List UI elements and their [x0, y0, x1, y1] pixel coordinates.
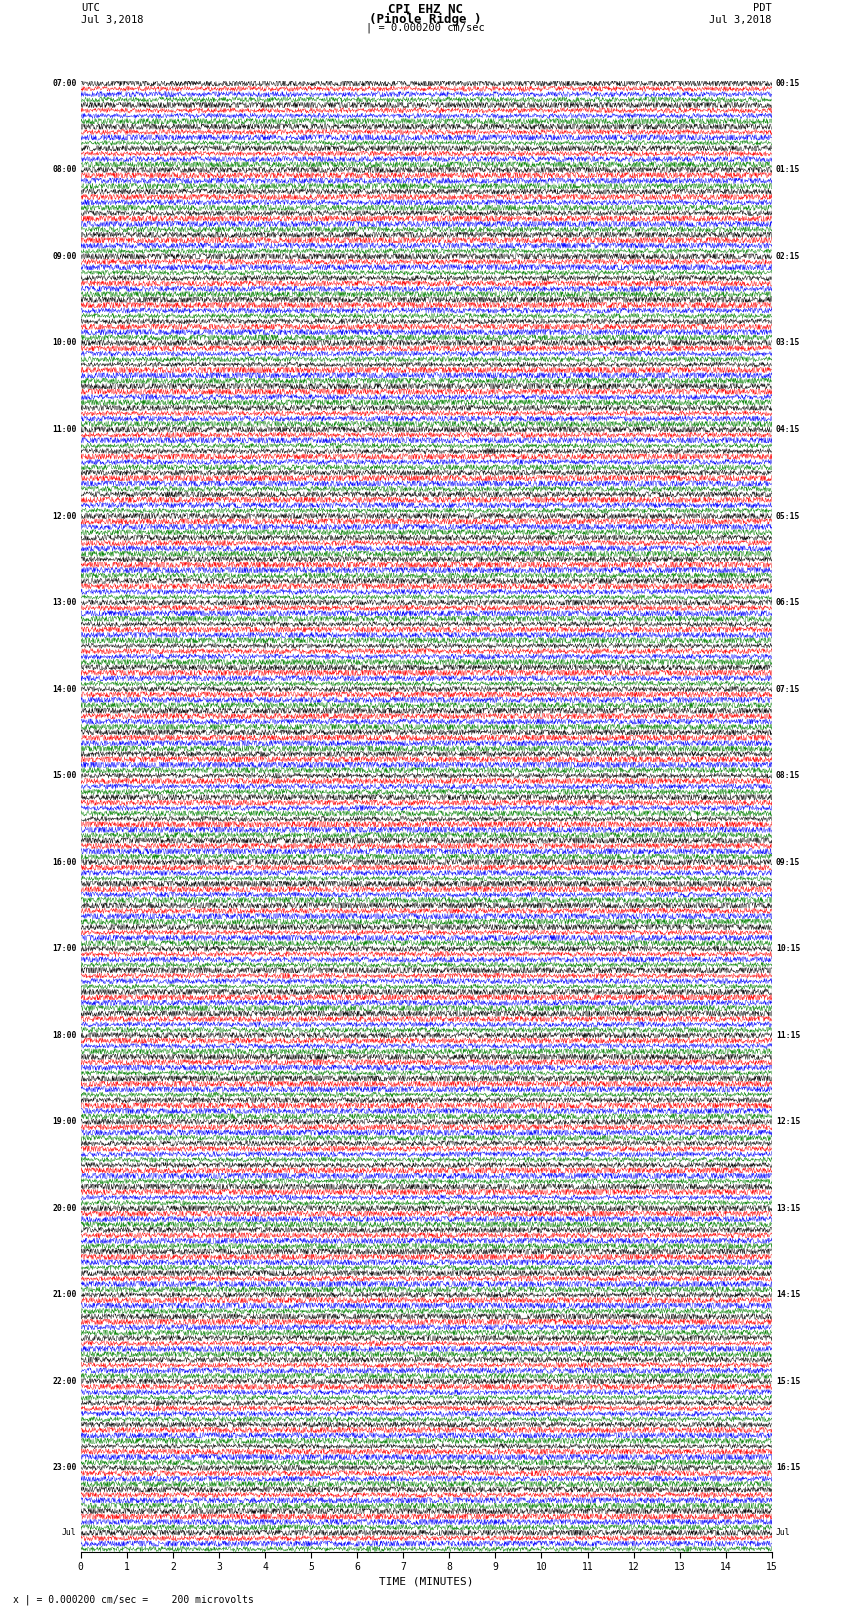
Text: 14:00: 14:00	[52, 684, 76, 694]
Text: 16:00: 16:00	[52, 858, 76, 866]
Text: 15:15: 15:15	[776, 1378, 801, 1386]
Text: 00:15: 00:15	[776, 79, 801, 87]
Text: | = 0.000200 cm/sec: | = 0.000200 cm/sec	[366, 23, 484, 34]
Text: x | = 0.000200 cm/sec =    200 microvolts: x | = 0.000200 cm/sec = 200 microvolts	[13, 1594, 253, 1605]
Text: 12:15: 12:15	[776, 1118, 801, 1126]
Text: 10:15: 10:15	[776, 944, 801, 953]
Text: 23:00: 23:00	[52, 1463, 76, 1473]
Text: PDT: PDT	[753, 3, 772, 13]
Text: Jul: Jul	[62, 1528, 76, 1537]
Text: Jul 3,2018: Jul 3,2018	[709, 15, 772, 24]
Text: 11:15: 11:15	[776, 1031, 801, 1040]
Text: 03:15: 03:15	[776, 339, 801, 347]
Text: 08:00: 08:00	[52, 166, 76, 174]
Text: 08:15: 08:15	[776, 771, 801, 781]
Text: 16:15: 16:15	[776, 1463, 801, 1473]
Text: CPI EHZ NC: CPI EHZ NC	[388, 3, 462, 16]
Text: 19:00: 19:00	[52, 1118, 76, 1126]
Text: 17:00: 17:00	[52, 944, 76, 953]
Text: 02:15: 02:15	[776, 252, 801, 261]
Text: 22:00: 22:00	[52, 1378, 76, 1386]
Text: 10:00: 10:00	[52, 339, 76, 347]
Text: 11:00: 11:00	[52, 424, 76, 434]
Text: 09:15: 09:15	[776, 858, 801, 866]
Text: Jul 3,2018: Jul 3,2018	[81, 15, 144, 24]
Text: 07:15: 07:15	[776, 684, 801, 694]
Text: 05:15: 05:15	[776, 511, 801, 521]
Text: 04:15: 04:15	[776, 424, 801, 434]
Text: 13:00: 13:00	[52, 598, 76, 606]
Text: 14:15: 14:15	[776, 1290, 801, 1300]
Text: 12:00: 12:00	[52, 511, 76, 521]
Text: Jul: Jul	[776, 1528, 791, 1537]
X-axis label: TIME (MINUTES): TIME (MINUTES)	[379, 1576, 473, 1586]
Text: 01:15: 01:15	[776, 166, 801, 174]
Text: 09:00: 09:00	[52, 252, 76, 261]
Text: UTC: UTC	[81, 3, 99, 13]
Text: 20:00: 20:00	[52, 1203, 76, 1213]
Text: (Pinole Ridge ): (Pinole Ridge )	[369, 13, 481, 26]
Text: 13:15: 13:15	[776, 1203, 801, 1213]
Text: 07:00: 07:00	[52, 79, 76, 87]
Text: 21:00: 21:00	[52, 1290, 76, 1300]
Text: 15:00: 15:00	[52, 771, 76, 781]
Text: 06:15: 06:15	[776, 598, 801, 606]
Text: 18:00: 18:00	[52, 1031, 76, 1040]
